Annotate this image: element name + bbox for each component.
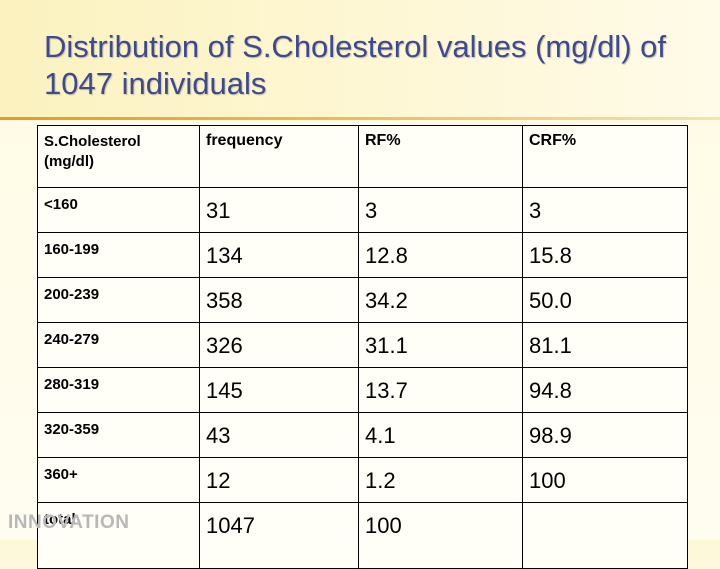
rf-cell: 4.1: [358, 412, 523, 458]
range-cell: <160: [37, 187, 200, 233]
rf-cell: 1.2: [358, 457, 523, 503]
table-row: 360+ 12 1.2 100: [37, 457, 688, 503]
range-cell: 320-359: [37, 412, 200, 458]
header-cell: RF%: [358, 125, 523, 188]
table-row: 200-239 358 34.2 50.0: [37, 277, 688, 323]
frequency-cell: 326: [199, 322, 359, 368]
range-cell: 240-279: [37, 322, 200, 368]
innovation-logo: INNOVATION: [8, 512, 130, 533]
crf-cell: [522, 502, 688, 569]
frequency-cell: 1047: [199, 502, 359, 569]
frequency-cell: 145: [199, 367, 359, 413]
rf-cell: 3: [358, 187, 523, 233]
table-row: 160-199 134 12.8 15.8: [37, 232, 688, 278]
rf-cell: 34.2: [358, 277, 523, 323]
header-cell: frequency: [199, 125, 359, 188]
table-row: <160 31 3 3: [37, 187, 688, 233]
title-divider: [0, 117, 720, 120]
crf-cell: 50.0: [522, 277, 688, 323]
table-row: 280-319 145 13.7 94.8: [37, 367, 688, 413]
rf-cell: 100: [358, 502, 523, 569]
range-cell: 200-239: [37, 277, 200, 323]
header-cell: S.Cholesterol (mg/dl): [37, 125, 200, 188]
table-total-row: total 1047 100: [37, 502, 688, 569]
range-cell: 160-199: [37, 232, 200, 278]
slide-title: Distribution of S.Cholesterol values (mg…: [44, 29, 666, 101]
frequency-cell: 12: [199, 457, 359, 503]
crf-cell: 94.8: [522, 367, 688, 413]
crf-cell: 98.9: [522, 412, 688, 458]
frequency-cell: 43: [199, 412, 359, 458]
frequency-cell: 31: [199, 187, 359, 233]
rf-cell: 31.1: [358, 322, 523, 368]
rf-cell: 12.8: [358, 232, 523, 278]
frequency-cell: 134: [199, 232, 359, 278]
crf-cell: 15.8: [522, 232, 688, 278]
header-cell: CRF%: [522, 125, 688, 188]
title-band: [0, 0, 720, 120]
table-row: 320-359 43 4.1 98.9: [37, 412, 688, 458]
frequency-cell: 358: [199, 277, 359, 323]
cholesterol-distribution-table: S.Cholesterol (mg/dl) frequency RF% CRF%…: [37, 125, 688, 569]
range-cell: 360+: [37, 457, 200, 503]
table-header-row: S.Cholesterol (mg/dl) frequency RF% CRF%: [37, 125, 688, 188]
range-cell: 280-319: [37, 367, 200, 413]
crf-cell: 81.1: [522, 322, 688, 368]
crf-cell: 100: [522, 457, 688, 503]
table-row: 240-279 326 31.1 81.1: [37, 322, 688, 368]
rf-cell: 13.7: [358, 367, 523, 413]
crf-cell: 3: [522, 187, 688, 233]
